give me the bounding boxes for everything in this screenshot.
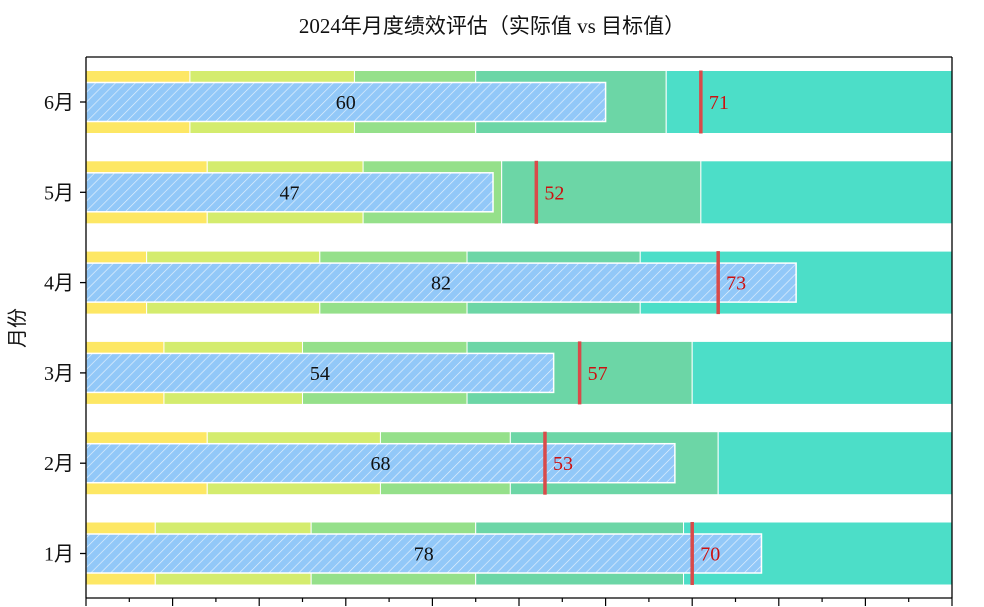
actual-bars-layer: 78 68 54 82 47 60 <box>85 81 797 574</box>
y-tick-label-3: 3月 <box>44 363 74 385</box>
range-band-2-5 <box>717 431 953 496</box>
target-value-label-6: 71 <box>709 92 729 114</box>
range-band-3-5 <box>691 340 953 405</box>
actual-value-label-4: 82 <box>431 273 451 295</box>
target-value-label-3: 57 <box>588 363 608 385</box>
actual-value-label-5: 47 <box>280 182 300 204</box>
y-tick-label-4: 4月 <box>44 273 74 295</box>
y-tick-label-1: 1月 <box>44 544 74 566</box>
target-markers-layer: 70 53 57 73 52 71 <box>534 70 746 585</box>
chart-title: 2024年月度绩效评估（实际值 vs 目标值） <box>298 14 686 38</box>
y-tick-label-2: 2月 <box>44 453 74 475</box>
y-tick-label-6: 6月 <box>44 92 74 114</box>
range-band-6-5 <box>665 70 953 134</box>
target-value-label-4: 73 <box>726 273 746 295</box>
actual-value-label-3: 54 <box>310 363 330 385</box>
actual-value-label-1: 78 <box>414 544 434 566</box>
actual-bar-4 <box>85 262 797 303</box>
actual-value-label-6: 60 <box>336 92 356 114</box>
target-value-label-1: 70 <box>700 544 720 566</box>
y-axis-label: 月份 <box>5 308 29 348</box>
range-band-5-4 <box>501 160 702 225</box>
actual-bar-3 <box>85 352 555 394</box>
range-bands-layer <box>85 70 953 586</box>
actual-bar-1 <box>85 533 763 574</box>
range-band-5-5 <box>700 160 953 225</box>
y-tick-label-5: 5月 <box>44 182 74 204</box>
actual-bar-5 <box>85 172 494 213</box>
actual-value-label-2: 68 <box>370 453 390 475</box>
target-value-label-2: 53 <box>553 453 573 475</box>
axes-layer: 1月 2月 3月 4月 5月 6月 <box>44 56 953 606</box>
target-value-label-5: 52 <box>544 182 564 204</box>
